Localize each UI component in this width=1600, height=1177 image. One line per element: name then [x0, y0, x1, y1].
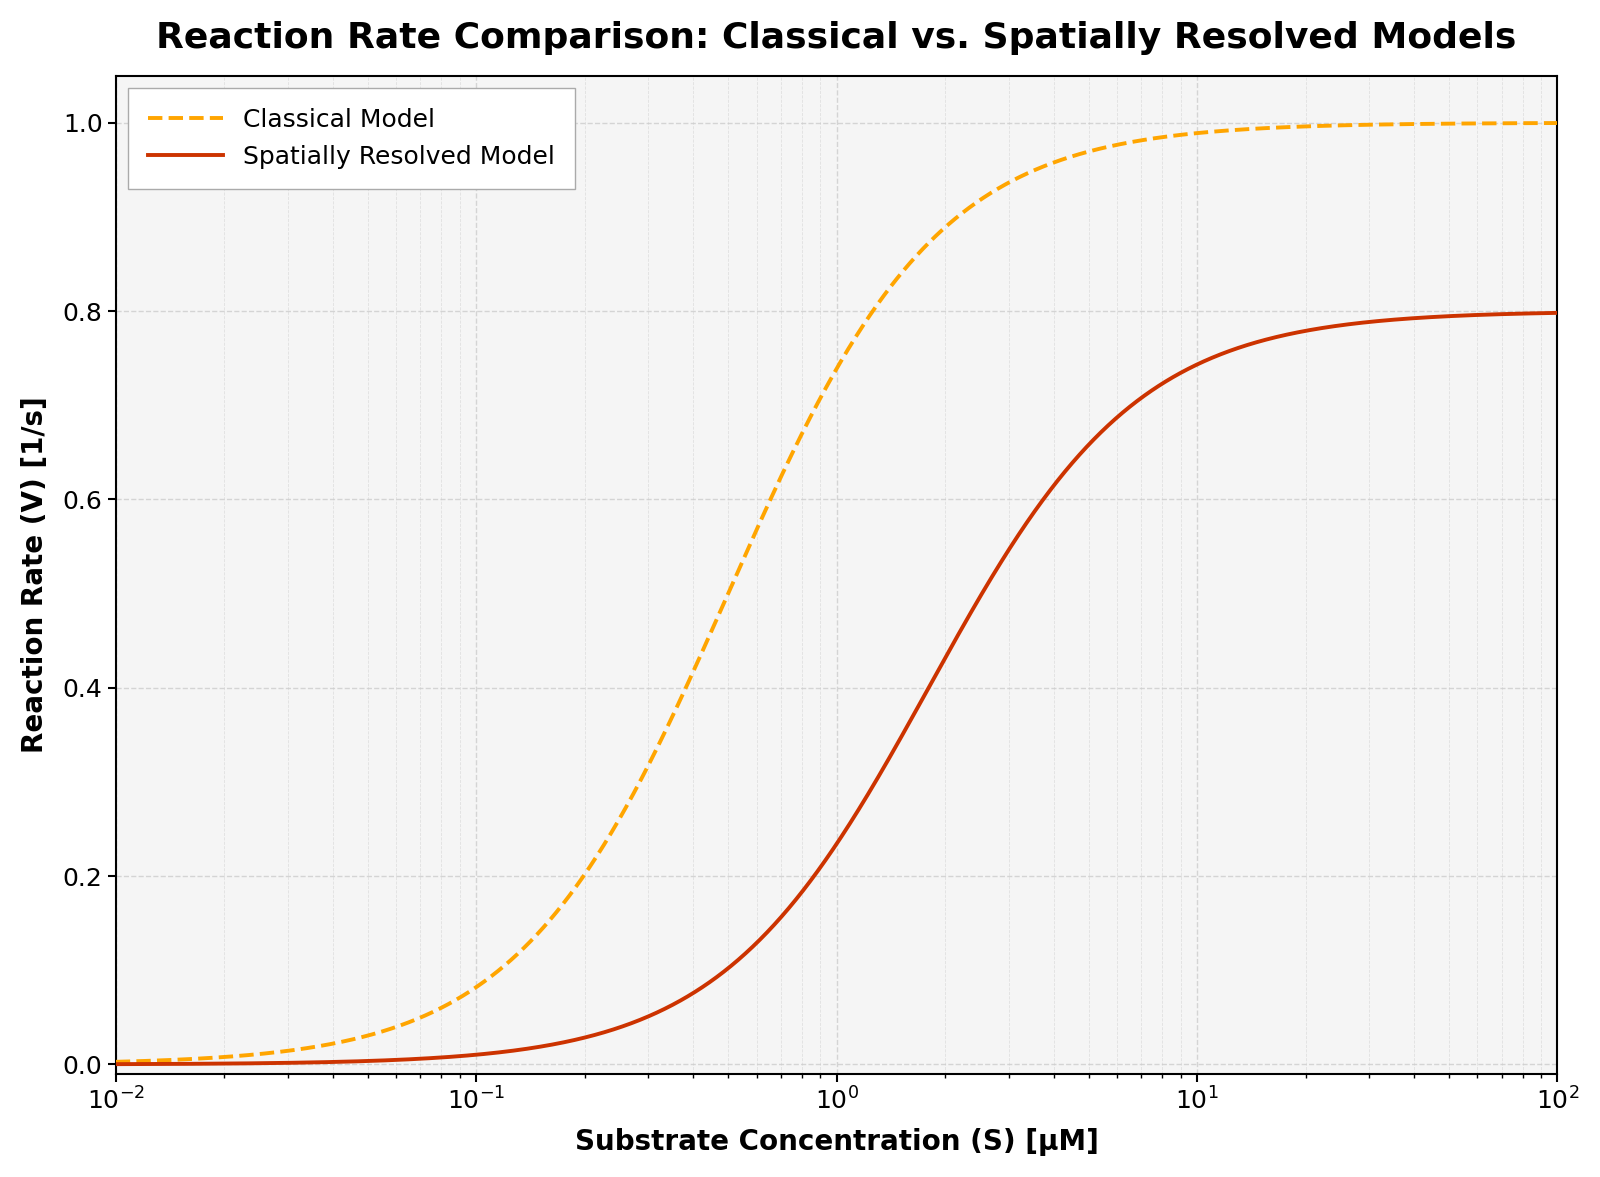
Classical Model [106, 1055, 125, 1069]
Spatially Resolved Model [179, 1057, 198, 1071]
Spatially Resolved Model [1506, 307, 1525, 321]
Title: Reaction Rate Comparison: Classical vs. Spatially Resolved Models: Reaction Rate Comparison: Classical vs. … [157, 21, 1517, 55]
Classical Model [1242, 122, 1261, 137]
Line: Spatially Resolved Model: Spatially Resolved Model [115, 313, 1557, 1064]
Legend: Classical Model, Spatially Resolved Model: Classical Model, Spatially Resolved Mode… [128, 88, 574, 188]
X-axis label: Substrate Concentration (S) [μM]: Substrate Concentration (S) [μM] [574, 1129, 1099, 1156]
Spatially Resolved Model [770, 913, 789, 927]
Classical Model [1547, 117, 1566, 131]
Line: Classical Model: Classical Model [115, 124, 1557, 1062]
Classical Model [806, 398, 826, 412]
Spatially Resolved Model [806, 865, 826, 879]
Classical Model [770, 474, 789, 488]
Y-axis label: Reaction Rate (V) [1/s]: Reaction Rate (V) [1/s] [21, 397, 50, 753]
Classical Model [179, 1052, 198, 1066]
Classical Model [1506, 117, 1525, 131]
Classical Model [1506, 117, 1525, 131]
Spatially Resolved Model [106, 1057, 125, 1071]
Spatially Resolved Model [1506, 307, 1525, 321]
Spatially Resolved Model [1242, 337, 1261, 351]
Spatially Resolved Model [1547, 306, 1566, 320]
